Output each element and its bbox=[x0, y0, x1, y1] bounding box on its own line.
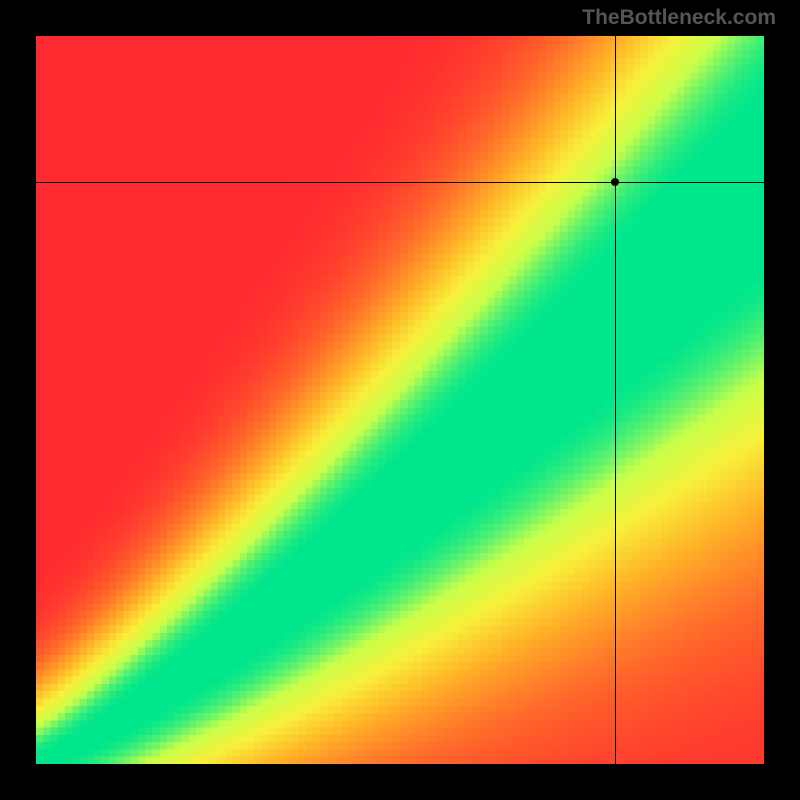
crosshair-marker-dot bbox=[611, 178, 619, 186]
crosshair-vertical-line bbox=[615, 36, 616, 764]
heatmap-canvas bbox=[36, 36, 764, 764]
watermark-text: TheBottleneck.com bbox=[582, 6, 776, 30]
heatmap-plot bbox=[36, 36, 764, 764]
crosshair-horizontal-line bbox=[36, 182, 764, 183]
